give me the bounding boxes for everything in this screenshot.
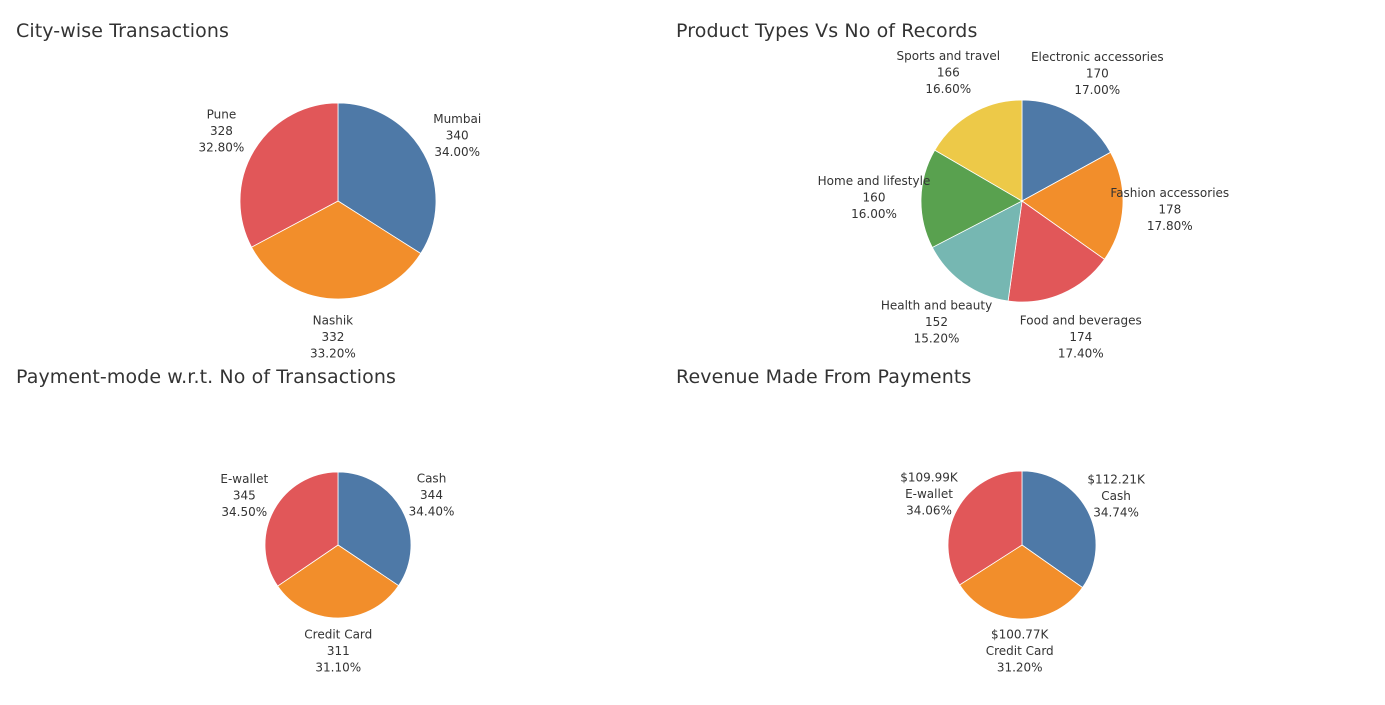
pie-chart-revenue: $112.21K Cash 34.74% $100.77K Credit Card 31.… [900,470,1146,675]
pie-slice-e-wallet[interactable] [264,471,339,587]
pie-chart-city: Mumbai 340 34.00% Nashik 332 33.20% Pune 328 32.… [199,102,481,360]
slice-label-nashik: Nashik 332 33.20% [310,313,356,360]
chart-title: Payment-mode w.r.t. No of Transactions [16,366,397,388]
chart-panel-revenue-payments: Revenue Made From Payments $112.21K Cash 3… [660,344,1320,688]
slice-label-sports-and-travel: Sports and travel 166 16.60% [897,49,1000,96]
slice-label-cash: Cash 344 34.40% [409,472,455,519]
pie-slice-credit-card[interactable] [277,544,400,619]
pie-chart-payment-mode: Cash 344 34.40% Credit Card 311 31.10% E-walle… [220,471,455,675]
slice-label-e-wallet: $109.99K E-wallet 34.06% [900,471,959,518]
pie-slice-cash[interactable] [1021,470,1097,589]
slice-label-food-and-beverages: Food and beverages 174 17.40% [1020,313,1142,360]
slice-label-credit-card: $100.77K Credit Card 31.20% [986,628,1054,675]
pie-slice-nashik[interactable] [250,200,422,300]
pie-slice-health-and-beauty[interactable] [931,200,1023,302]
slice-label-credit-card: Credit Card 311 31.10% [304,628,372,675]
slice-label-home-and-lifestyle: Home and lifestyle 160 16.00% [818,174,931,221]
pie-slice-credit-card[interactable] [959,544,1084,620]
chart-panel-payment-mode: Payment-mode w.r.t. No of Transactions C… [0,344,660,688]
slice-label-health-and-beauty: Health and beauty 152 15.20% [881,298,992,345]
chart-title: Revenue Made From Payments [676,366,972,388]
pie-slice-pune[interactable] [239,102,339,248]
slice-label-e-wallet: E-wallet 345 34.50% [220,472,268,519]
chart-title: Product Types Vs No of Records [676,20,978,42]
slice-label-pune: Pune 328 32.80% [199,108,245,155]
slice-label-electronic-accessories: Electronic accessories 170 17.00% [1031,50,1164,97]
slice-label-cash: $112.21K Cash 34.74% [1087,473,1146,520]
pie-slice-e-wallet[interactable] [947,470,1023,586]
pie-slice-electronic-accessories[interactable] [1021,99,1112,202]
pie-slice-fashion-accessories[interactable] [1021,151,1124,260]
pie-slice-home-and-lifestyle[interactable] [920,149,1023,248]
pie-chart-product-types: Electronic accessories 170 17.00% Fashion a… [818,49,1230,360]
slice-label-fashion-accessories: Fashion accessories 178 17.80% [1110,186,1229,233]
pie-slice-food-and-beverages[interactable] [1007,200,1106,303]
chart-panel-city-transactions: City-wise Transactions Mumbai 340 34.00% Na… [0,0,660,360]
slice-label-mumbai: Mumbai 340 34.00% [433,112,481,159]
chart-panel-product-types: Product Types Vs No of Records Electroni… [660,0,1320,360]
chart-title: City-wise Transactions [16,20,229,42]
pie-slice-cash[interactable] [337,471,412,587]
pie-slice-mumbai[interactable] [337,102,437,255]
pie-slice-sports-and-travel[interactable] [934,99,1023,202]
